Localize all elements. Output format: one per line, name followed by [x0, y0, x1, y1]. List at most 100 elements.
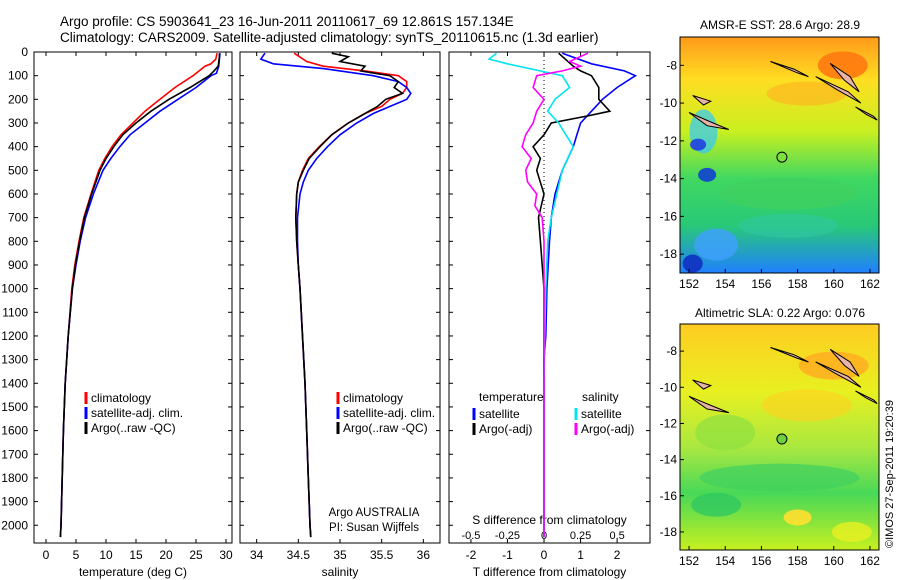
lon-tick-label: 152 [679, 554, 699, 568]
field-patch [766, 81, 847, 106]
map-sst_map: 152 154 156 158 160 162 -8 -10 -12 -14 -16 -18 [660, 36, 880, 291]
series-line-climatology [59, 53, 218, 538]
x-tick-label: 2 [614, 548, 621, 562]
x-tick-label: 20 [159, 548, 173, 562]
depth-tick-label: 1300 [1, 353, 28, 367]
profile-title: Argo profile: CS 5903641_23 16-Jun-2011 … [60, 14, 514, 29]
depth-tick-label: 500 [8, 163, 28, 177]
island-outline [770, 61, 809, 78]
field-patch [761, 389, 852, 422]
legend-label: satellite [479, 407, 520, 421]
legend-label: Argo(-adj) [479, 422, 532, 436]
lat-tick-label: -18 [660, 247, 677, 261]
lon-tick-label: 162 [860, 554, 880, 568]
s-tick-label: 0.25 [570, 530, 591, 542]
lon-tick-label: 162 [860, 277, 880, 291]
panel-difference_from_climatology: -2 -1 0 1 2 T difference from climatology -0.5… [448, 51, 651, 579]
depth-tick-label: 1600 [1, 424, 28, 438]
lon-tick-label: 154 [715, 554, 735, 568]
legend-label: satellite-adj. clim. [343, 406, 435, 420]
x-axis-label: temperature (deg C) [79, 565, 187, 579]
series-line-satellite-adj-clim- [259, 52, 412, 538]
island-outline [692, 95, 713, 106]
x-tick-label: 10 [99, 548, 113, 562]
imos-stamp: ©IMOS 27-Sep-2011 19:20:39 [884, 400, 896, 548]
principal-investigator: PI: Susan Wijffels [329, 522, 419, 534]
island-outline [692, 379, 713, 390]
island-outline [770, 347, 809, 363]
lat-tick-label: -10 [660, 96, 677, 110]
lon-tick-label: 156 [751, 554, 771, 568]
depth-tick-label: 200 [8, 92, 28, 106]
profile-charts: 0100200300400500600700800900100011001200… [1, 45, 651, 579]
panel-salinity_profile: 34 34.5 35 35.5 36 salinity climatologysatelli… [239, 51, 441, 579]
depth-tick-label: 800 [8, 234, 28, 248]
depth-tick-label: 1500 [1, 400, 28, 414]
lon-tick-label: 158 [788, 277, 808, 291]
x-tick-label: 30 [219, 548, 233, 562]
depth-tick-label: 1800 [1, 471, 28, 485]
sla-map-title: Altimetric SLA: 0.22 Argo: 0.076 [694, 306, 866, 320]
x-tick-label: 34.5 [287, 548, 311, 562]
island-outline [829, 348, 860, 377]
s-tick-label: -0.5 [461, 530, 480, 542]
field-patch [682, 254, 703, 273]
sst-map-title: AMSR-E SST: 28.6 Argo: 28.9 [699, 18, 861, 32]
x-tick-label: 25 [189, 548, 203, 562]
depth-tick-label: 1200 [1, 329, 28, 343]
x-tick-label: 36 [417, 548, 431, 562]
field-patch [691, 492, 742, 517]
x-tick-label: 1 [577, 548, 584, 562]
field-patch [783, 509, 812, 526]
map-frame [679, 36, 880, 274]
lat-tick-label: -16 [660, 209, 677, 223]
panel-frame [448, 51, 651, 544]
x-tick-label: 35 [333, 548, 347, 562]
depth-tick-label: 1400 [1, 376, 28, 390]
island-outline [829, 62, 860, 93]
x-tick-label: 5 [73, 548, 80, 562]
x-axis-label: salinity [322, 565, 359, 579]
float-owner: Argo AUSTRALIA [329, 507, 420, 519]
legend-header-temperature: temperature [479, 390, 544, 404]
depth-tick-label: 1000 [1, 282, 28, 296]
map-sla_map: 152 154 156 158 160 162 -8 -10 -12 -14 -16 -18 [660, 323, 880, 568]
island-outline [688, 395, 729, 414]
depth-tick-label: 700 [8, 211, 28, 225]
field-patch [831, 521, 872, 542]
island-outline [855, 390, 878, 405]
legend-label: satellite-adj. clim. [91, 406, 183, 420]
field-patch [718, 177, 859, 210]
x-tick-label: -1 [502, 548, 513, 562]
panel-frame [33, 51, 233, 544]
legend-label: climatology [343, 391, 403, 405]
s-axis-label: S difference from climatology [472, 513, 627, 527]
lat-tick-label: -18 [660, 525, 677, 539]
legend-label: climatology [91, 391, 151, 405]
field-patch [699, 463, 860, 492]
legend-label: Argo(..raw -QC) [91, 421, 176, 435]
depth-tick-label: 600 [8, 187, 28, 201]
legend-header-salinity: salinity [582, 390, 619, 404]
lon-tick-label: 160 [824, 277, 844, 291]
legend-label: Argo(-adj) [581, 422, 634, 436]
series-line-salinity-argo-adj- [521, 52, 589, 538]
legend-label: Argo(..raw -QC) [343, 421, 428, 435]
field-patch [798, 351, 869, 380]
island-outline [688, 112, 729, 130]
field-patch [738, 213, 839, 238]
map-frame [679, 323, 880, 551]
lat-tick-label: -14 [660, 172, 677, 186]
x-tick-label: 0 [43, 548, 50, 562]
depth-tick-label: 900 [8, 258, 28, 272]
depth-tick-label: 2000 [1, 518, 28, 532]
depth-tick-label: 1700 [1, 447, 28, 461]
x-tick-label: 0 [541, 548, 548, 562]
lon-tick-label: 156 [751, 277, 771, 291]
island-outline [815, 361, 862, 388]
lon-tick-label: 160 [824, 554, 844, 568]
argo-location-marker [776, 433, 788, 445]
lat-tick-label: -12 [660, 134, 677, 148]
field-patch [690, 138, 707, 151]
